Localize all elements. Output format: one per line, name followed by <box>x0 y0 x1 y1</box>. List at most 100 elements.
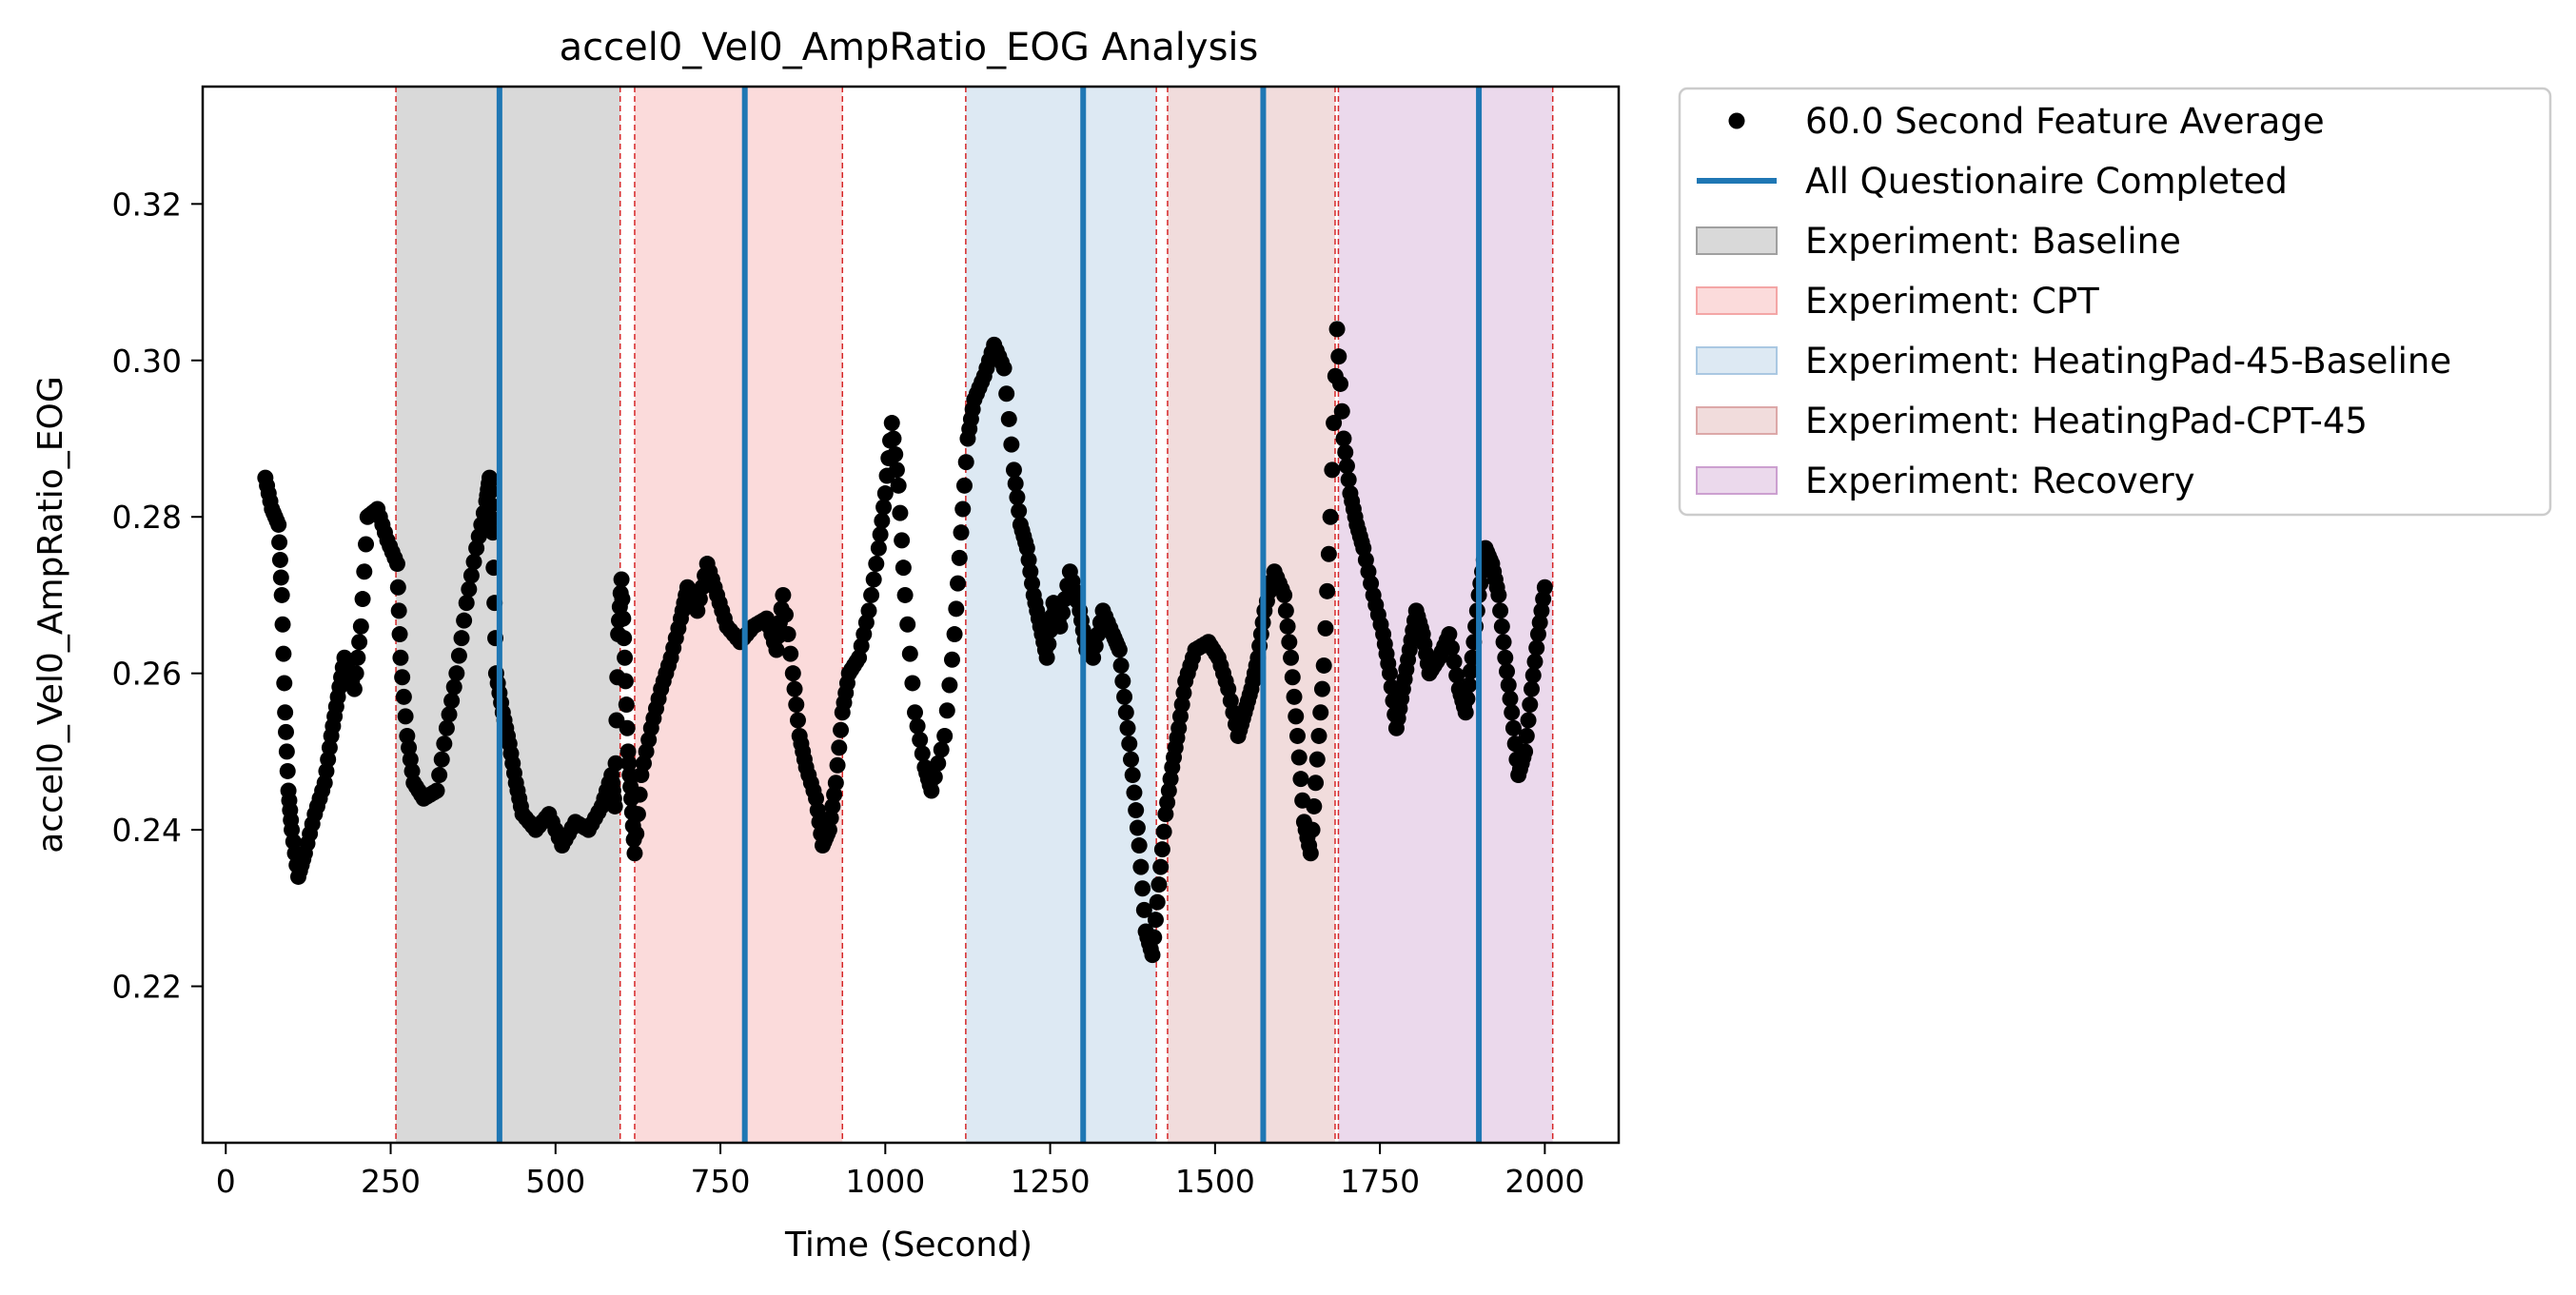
data-point <box>438 719 455 736</box>
data-point <box>629 806 646 823</box>
data-point <box>279 762 296 779</box>
data-point <box>436 736 453 753</box>
data-point <box>1150 876 1168 893</box>
data-point <box>1302 845 1319 862</box>
data-point <box>896 586 914 603</box>
data-point <box>614 591 631 608</box>
data-point <box>827 775 844 792</box>
data-point <box>273 586 290 603</box>
data-point <box>389 579 406 596</box>
legend-label: Experiment: CPT <box>1805 281 2099 322</box>
data-point <box>481 469 498 486</box>
x-tick-label: 1250 <box>1011 1163 1091 1200</box>
data-point <box>888 461 905 479</box>
data-point <box>998 385 1015 402</box>
data-point <box>1495 634 1512 651</box>
x-tick-label: 1750 <box>1340 1163 1420 1200</box>
data-point <box>352 618 369 635</box>
legend: 60.0 Second Feature Average All Questiona… <box>1678 87 2552 517</box>
data-point <box>620 755 638 772</box>
data-point <box>448 665 465 682</box>
data-point <box>1315 657 1332 674</box>
data-point <box>775 586 792 603</box>
data-point <box>860 602 877 619</box>
data-point <box>868 556 885 573</box>
data-point <box>1524 667 1542 684</box>
data-point <box>617 673 634 690</box>
data-point <box>482 497 500 514</box>
data-point <box>1038 649 1055 666</box>
y-axis-label: accel0_Vel0_AmpRatio_EOG <box>31 376 70 854</box>
data-point <box>1277 602 1294 619</box>
data-point <box>1497 649 1514 666</box>
data-point <box>1319 582 1336 599</box>
y-tick-label: 0.28 <box>112 499 182 536</box>
data-point <box>954 500 972 518</box>
data-point <box>930 755 947 772</box>
y-tick-label: 0.22 <box>112 969 182 1006</box>
data-point <box>870 540 887 557</box>
data-point <box>777 606 794 623</box>
data-point <box>456 612 473 629</box>
data-point <box>617 649 634 666</box>
data-point <box>1313 680 1330 697</box>
data-point <box>1461 677 1478 694</box>
data-point <box>1306 797 1323 814</box>
data-point <box>391 626 408 643</box>
data-point <box>462 567 480 584</box>
data-point <box>1308 775 1325 792</box>
data-point <box>1333 402 1350 420</box>
x-tick-label: 750 <box>691 1163 751 1200</box>
data-point <box>1126 784 1143 801</box>
data-point <box>431 767 448 784</box>
data-point <box>1492 602 1509 619</box>
data-point <box>270 516 287 533</box>
data-points <box>257 321 1553 964</box>
data-point <box>394 669 411 686</box>
data-point <box>831 739 848 756</box>
data-point <box>1330 348 1347 365</box>
data-point <box>1132 858 1150 875</box>
data-point <box>874 512 891 529</box>
data-point <box>909 717 926 735</box>
data-point <box>1335 430 1352 447</box>
data-point <box>1276 586 1293 603</box>
data-point <box>768 641 785 658</box>
data-point <box>1310 727 1327 744</box>
data-point <box>1443 639 1460 657</box>
y-tick-label: 0.26 <box>112 656 182 693</box>
data-point <box>926 769 943 786</box>
x-tick-label: 500 <box>525 1163 585 1200</box>
data-point <box>1131 837 1148 854</box>
data-point <box>1117 704 1134 721</box>
data-point <box>1152 858 1170 875</box>
data-point <box>1526 653 1544 670</box>
data-point <box>1054 604 1072 621</box>
data-point <box>1493 618 1510 635</box>
legend-label: 60.0 Second Feature Average <box>1805 101 2325 142</box>
data-point <box>1518 727 1535 744</box>
chart-title: accel0_Vel0_AmpRatio_EOG Analysis <box>560 26 1259 69</box>
data-point <box>272 569 289 586</box>
data-point <box>616 630 633 647</box>
data-point <box>628 825 645 842</box>
data-point <box>1279 618 1296 635</box>
data-point <box>1441 626 1458 643</box>
x-tick-label: 1000 <box>845 1163 925 1200</box>
x-tick-label: 2000 <box>1504 1163 1584 1200</box>
data-point <box>779 626 796 643</box>
data-point <box>1304 821 1321 838</box>
data-point <box>1288 727 1306 744</box>
data-point <box>936 727 954 744</box>
data-point <box>277 704 294 721</box>
data-point <box>875 499 893 516</box>
data-point <box>1500 677 1517 694</box>
data-point <box>786 680 803 697</box>
data-point <box>1149 893 1166 911</box>
data-point <box>948 600 965 618</box>
data-point <box>894 532 911 549</box>
data-point <box>865 571 882 588</box>
y-tick-label: 0.30 <box>112 343 182 380</box>
data-point <box>395 688 412 705</box>
legend-patch-icon <box>1696 286 1778 315</box>
